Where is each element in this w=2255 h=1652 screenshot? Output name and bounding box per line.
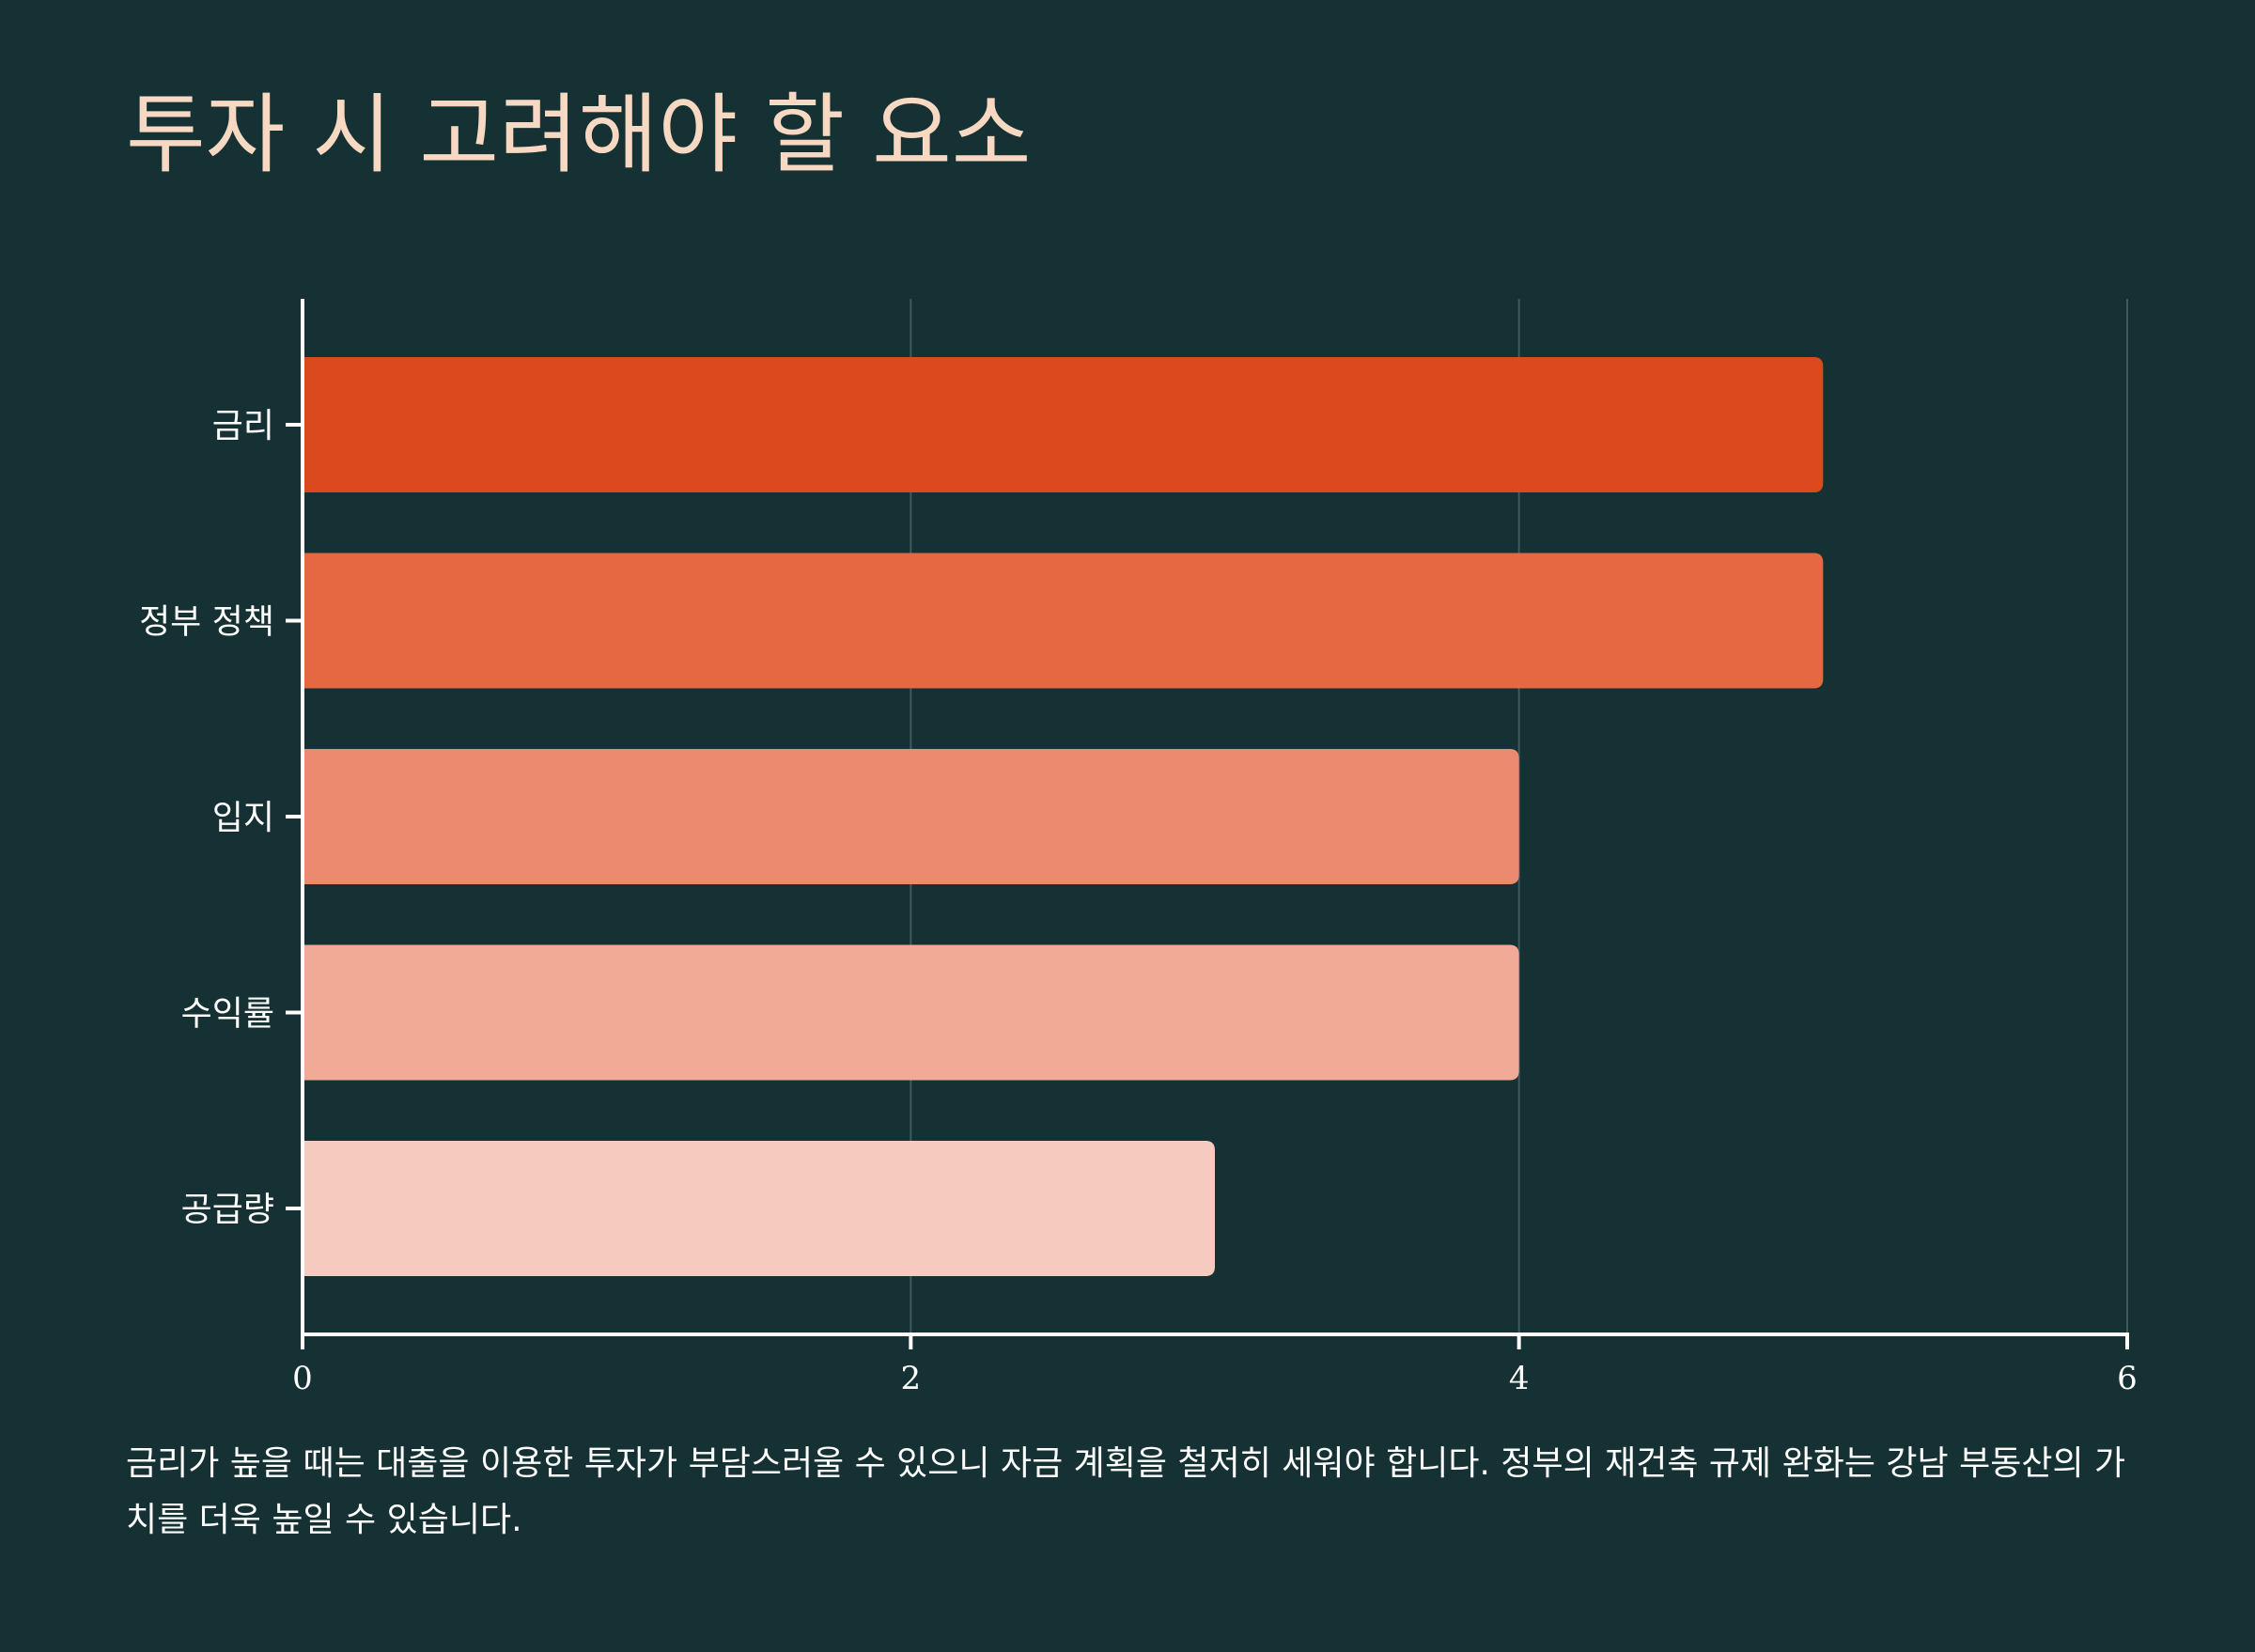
x-tick-label-0: 0 — [292, 1360, 313, 1397]
x-tick-label-4: 4 — [1509, 1360, 1530, 1397]
chart-caption: 금리가 높을 때는 대출을 이용한 투자가 부담스러울 수 있으니 자금 계획을… — [126, 1444, 2126, 1539]
y-tick-label-3: 입지 — [212, 799, 274, 837]
bar-5 — [303, 1141, 1215, 1276]
x-tick-label-2: 2 — [901, 1360, 922, 1397]
bar-4 — [303, 944, 1519, 1081]
bar-2 — [303, 553, 1824, 689]
bar-1 — [303, 357, 1824, 492]
bar-3 — [303, 749, 1519, 884]
y-tick-label-4: 수익률 — [181, 995, 274, 1034]
y-tick-label-5: 공급량 — [181, 1191, 274, 1229]
y-tick-label-2: 정부 정책 — [139, 603, 274, 642]
x-tick-label-6: 6 — [2117, 1360, 2138, 1397]
y-tick-label-1: 금리 — [212, 407, 274, 445]
chart-title: 투자 시 고려해야 할 요소 — [126, 85, 1032, 185]
